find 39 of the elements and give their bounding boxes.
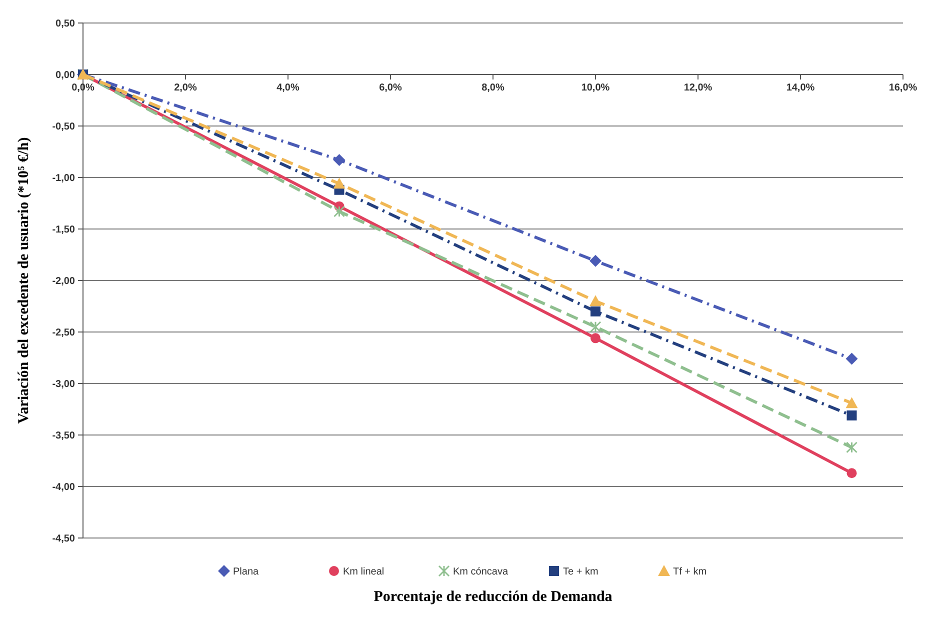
point [333,178,346,189]
point [590,306,600,316]
point [590,295,602,306]
x-tick-label: 2,0% [174,82,198,94]
y-tick-label: -1,00 [52,173,76,184]
y-tick-label: -3,50 [52,430,76,442]
x-tick-label: 6,0% [379,82,402,94]
legend-label: Km lineal [343,566,384,578]
y-tick-label: -4,00 [52,482,76,493]
point [590,254,602,267]
legend-label: Tf + km [673,566,707,578]
legend-label: Km cóncava [453,566,508,578]
point [846,397,858,408]
legend-label: Plana [233,566,260,578]
y-tick-label: -2,00 [52,276,76,287]
legend-label: Te + km [563,566,598,578]
y-tick-label: -4,50 [52,534,76,544]
point [334,206,345,218]
x-tick-label: 14,0% [786,82,815,94]
point [590,333,600,344]
y-tick-label: -1,50 [52,224,76,236]
x-tick-label: 8,0% [482,82,505,94]
y-tick-label: -0,50 [52,122,76,132]
y-tick-label: 0,00 [56,70,76,81]
point [846,442,858,454]
point [590,321,602,333]
point [333,154,346,166]
point [846,468,857,478]
x-tick-label: 10,0% [581,82,610,94]
x-tick-label: 4,0% [276,82,300,94]
y-tick-label: -2,50 [52,328,76,338]
x-tick-label: 12,0% [684,82,712,94]
point [846,352,858,365]
y-tick-label: 0,50 [56,18,76,30]
y-axis-title: Variación del excedente de usuario (*10⁵ €/h) [16,137,32,424]
point [846,410,857,420]
y-tick-label: -3,00 [52,379,76,390]
x-axis-title: Porcentaje de reducción de Demanda [374,589,613,605]
x-tick-label: 16,0% [888,82,918,94]
